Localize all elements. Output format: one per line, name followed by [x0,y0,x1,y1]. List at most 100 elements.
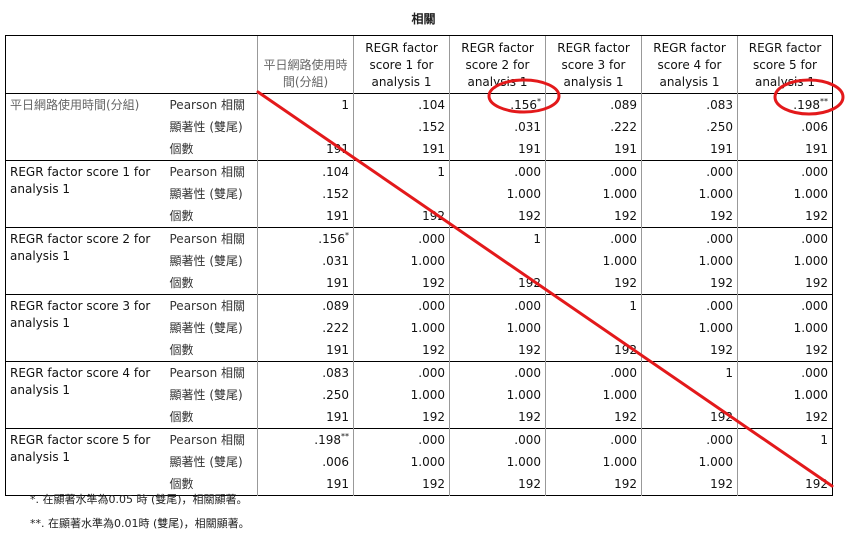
stat-label: 個數 [169,410,194,424]
table-cell: .089 [545,93,642,116]
table-cell: .089 [257,294,354,317]
column-header: REGR factor score 3 for analysis 1 [545,35,642,94]
stat-label: 顯著性 (雙尾) [169,254,243,268]
table-cell: 192 [353,205,450,228]
row-variable-label: REGR factor score 5 for analysis 1 [5,428,166,496]
table-cell: 192 [353,272,450,295]
stat-label: Pearson 相關 [165,227,258,250]
table-cell: 192 [545,205,642,228]
table-cell: .006 [257,451,354,473]
table-cell: 192 [545,406,642,429]
header-corner [5,35,258,94]
table-cell: 191 [353,138,450,161]
row-variable-label: REGR factor score 4 for analysis 1 [5,361,166,429]
stat-label: 顯著性 (雙尾) [169,321,243,335]
table-cell: 192 [737,473,833,496]
stat-label: Pearson 相關 [165,428,258,451]
table-cell: 1.000 [737,250,833,272]
table-cell: 192 [641,205,738,228]
table-cell: 1.000 [449,384,546,406]
stat-label: 顯著性 (雙尾) [169,388,243,402]
table-cell: .198** [257,428,354,451]
table-cell: .000 [449,160,546,183]
table-cell: .000 [353,428,450,451]
stat-label: 顯著性 (雙尾) [169,455,243,469]
column-header: REGR factor score 4 for analysis 1 [641,35,738,94]
table-cell: 1 [257,93,354,116]
table-cell: 192 [449,205,546,228]
table-cell: 1.000 [737,317,833,339]
table-cell: 1 [449,227,546,250]
table-cell: 1.000 [545,451,642,473]
table-cell: 1 [737,428,833,451]
stat-label: 個數 [169,209,194,223]
table-cell: 192 [449,406,546,429]
table-row: REGR factor score 5 for analysis 1 Pearso… [5,428,833,496]
table-cell: 1.000 [353,250,450,272]
table-cell: .000 [737,227,833,250]
table-cell: 192 [737,205,833,228]
stat-label: Pearson 相關 [165,361,258,384]
table-cell: 1.000 [737,183,833,205]
row-variable-label: REGR factor score 3 for analysis 1 [5,294,166,362]
table-row: REGR factor score 3 for analysis 1 Pearso… [5,294,833,362]
table-cell: 191 [545,138,642,161]
table-cell: 192 [641,339,738,362]
table-cell: 1.000 [353,384,450,406]
table-row: REGR factor score 4 for analysis 1 Pearso… [5,361,833,429]
table-cell: 1.000 [353,451,450,473]
table-cell: .006 [737,116,833,138]
table-cell: .000 [737,160,833,183]
table-cell: 1.000 [545,183,642,205]
table-cell: .152 [257,183,354,205]
table-cell: 191 [449,138,546,161]
table-cell: 1.000 [641,317,738,339]
row-variable-label: REGR factor score 1 for analysis 1 [5,160,166,228]
table-cell: 191 [641,138,738,161]
footnote: *. 在顯著水準為0.05 時 (雙尾)，相關顯著。 [30,493,248,506]
stat-label: Pearson 相關 [165,294,258,317]
footnote: **. 在顯著水準為0.01時 (雙尾)，相關顯著。 [30,517,250,530]
table-cell: .000 [353,361,450,384]
table-cell: .152 [353,116,450,138]
table-cell: 192 [737,339,833,362]
table-cell [545,317,642,339]
table-cell [641,384,738,406]
table-cell: 1.000 [449,451,546,473]
table-cell: .250 [641,116,738,138]
table-cell: .031 [257,250,354,272]
table-cell: .222 [545,116,642,138]
stat-label: 顯著性 (雙尾) [169,187,243,201]
table-row: 平日網路使用時間(分組) Pearson 相關 1.104.156* .089.083… [5,93,833,161]
table-row: REGR factor score 2 for analysis 1 Pearso… [5,227,833,295]
table-row: REGR factor score 1 for analysis 1 Pearso… [5,160,833,228]
table-cell: .250 [257,384,354,406]
table-cell: .000 [545,361,642,384]
table-cell: 191 [737,138,833,161]
table-cell [737,451,833,473]
table-cell: 192 [353,339,450,362]
table-cell: 1.000 [641,451,738,473]
column-header: REGR factor score 5 for analysis 1 [737,35,833,94]
table-title: 相關 [411,12,436,26]
table-cell: 192 [545,339,642,362]
table-cell: 1.000 [641,250,738,272]
table-cell: 192 [449,339,546,362]
table-cell: .000 [641,160,738,183]
table-cell: 192 [353,406,450,429]
table-cell: 1.000 [353,317,450,339]
table-cell: .083 [257,361,354,384]
table-cell: 1.000 [545,250,642,272]
table-cell: .156* [449,93,546,116]
table-cell: 191 [257,473,354,496]
table-cell: .000 [737,294,833,317]
table-cell: .000 [641,428,738,451]
table-cell: 1 [353,160,450,183]
table-cell: .000 [545,227,642,250]
table-cell: .031 [449,116,546,138]
row-variable-label: REGR factor score 2 for analysis 1 [5,227,166,295]
column-header: 平日網路使用時間(分組) [257,35,354,94]
significance-marker: * [345,231,349,240]
significance-marker: * [537,97,541,106]
table-cell: 1 [641,361,738,384]
